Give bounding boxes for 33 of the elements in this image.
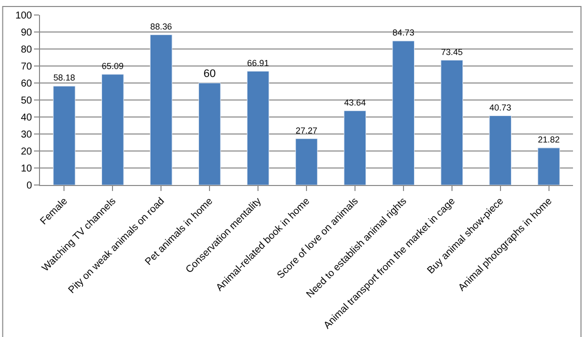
data-label: 73.45	[440, 46, 463, 57]
data-label: 58.18	[53, 72, 76, 83]
y-tick-label: 80	[20, 44, 32, 56]
data-label: 88.36	[150, 21, 172, 32]
data-label: 40.73	[489, 102, 512, 112]
bar	[489, 116, 512, 185]
bar	[198, 82, 221, 185]
y-tick-label: 90	[20, 28, 32, 38]
y-tick-label: 30	[20, 130, 32, 140]
data-label: 65.09	[102, 60, 124, 71]
y-tick-label: 70	[20, 62, 32, 72]
data-label: 43.64	[344, 97, 366, 108]
bar	[53, 86, 76, 185]
y-tick-label: 100	[15, 10, 32, 22]
data-label: 60	[203, 68, 216, 80]
data-label: 21.82	[538, 134, 560, 145]
bar	[150, 34, 172, 185]
bar	[440, 60, 464, 185]
y-tick-label: 60	[20, 78, 32, 90]
data-label: 66.91	[247, 58, 270, 68]
bar	[102, 74, 124, 185]
y-tick-label: 20	[20, 146, 32, 158]
bar	[392, 40, 415, 185]
y-tick-label: 10	[20, 164, 32, 174]
data-label: 84.73	[392, 28, 414, 38]
y-tick-label: 50	[20, 96, 32, 106]
bar	[538, 148, 560, 185]
y-tick-label: 40	[20, 112, 32, 124]
y-tick-label: 0	[26, 180, 32, 192]
bar	[246, 71, 270, 185]
bar	[295, 138, 318, 185]
bar	[344, 110, 366, 185]
data-label: 27.27	[296, 125, 318, 136]
